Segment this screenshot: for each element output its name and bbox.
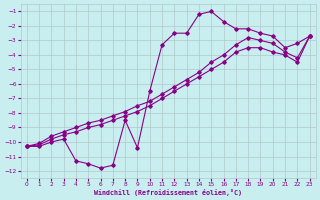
X-axis label: Windchill (Refroidissement éolien,°C): Windchill (Refroidissement éolien,°C) <box>94 189 242 196</box>
